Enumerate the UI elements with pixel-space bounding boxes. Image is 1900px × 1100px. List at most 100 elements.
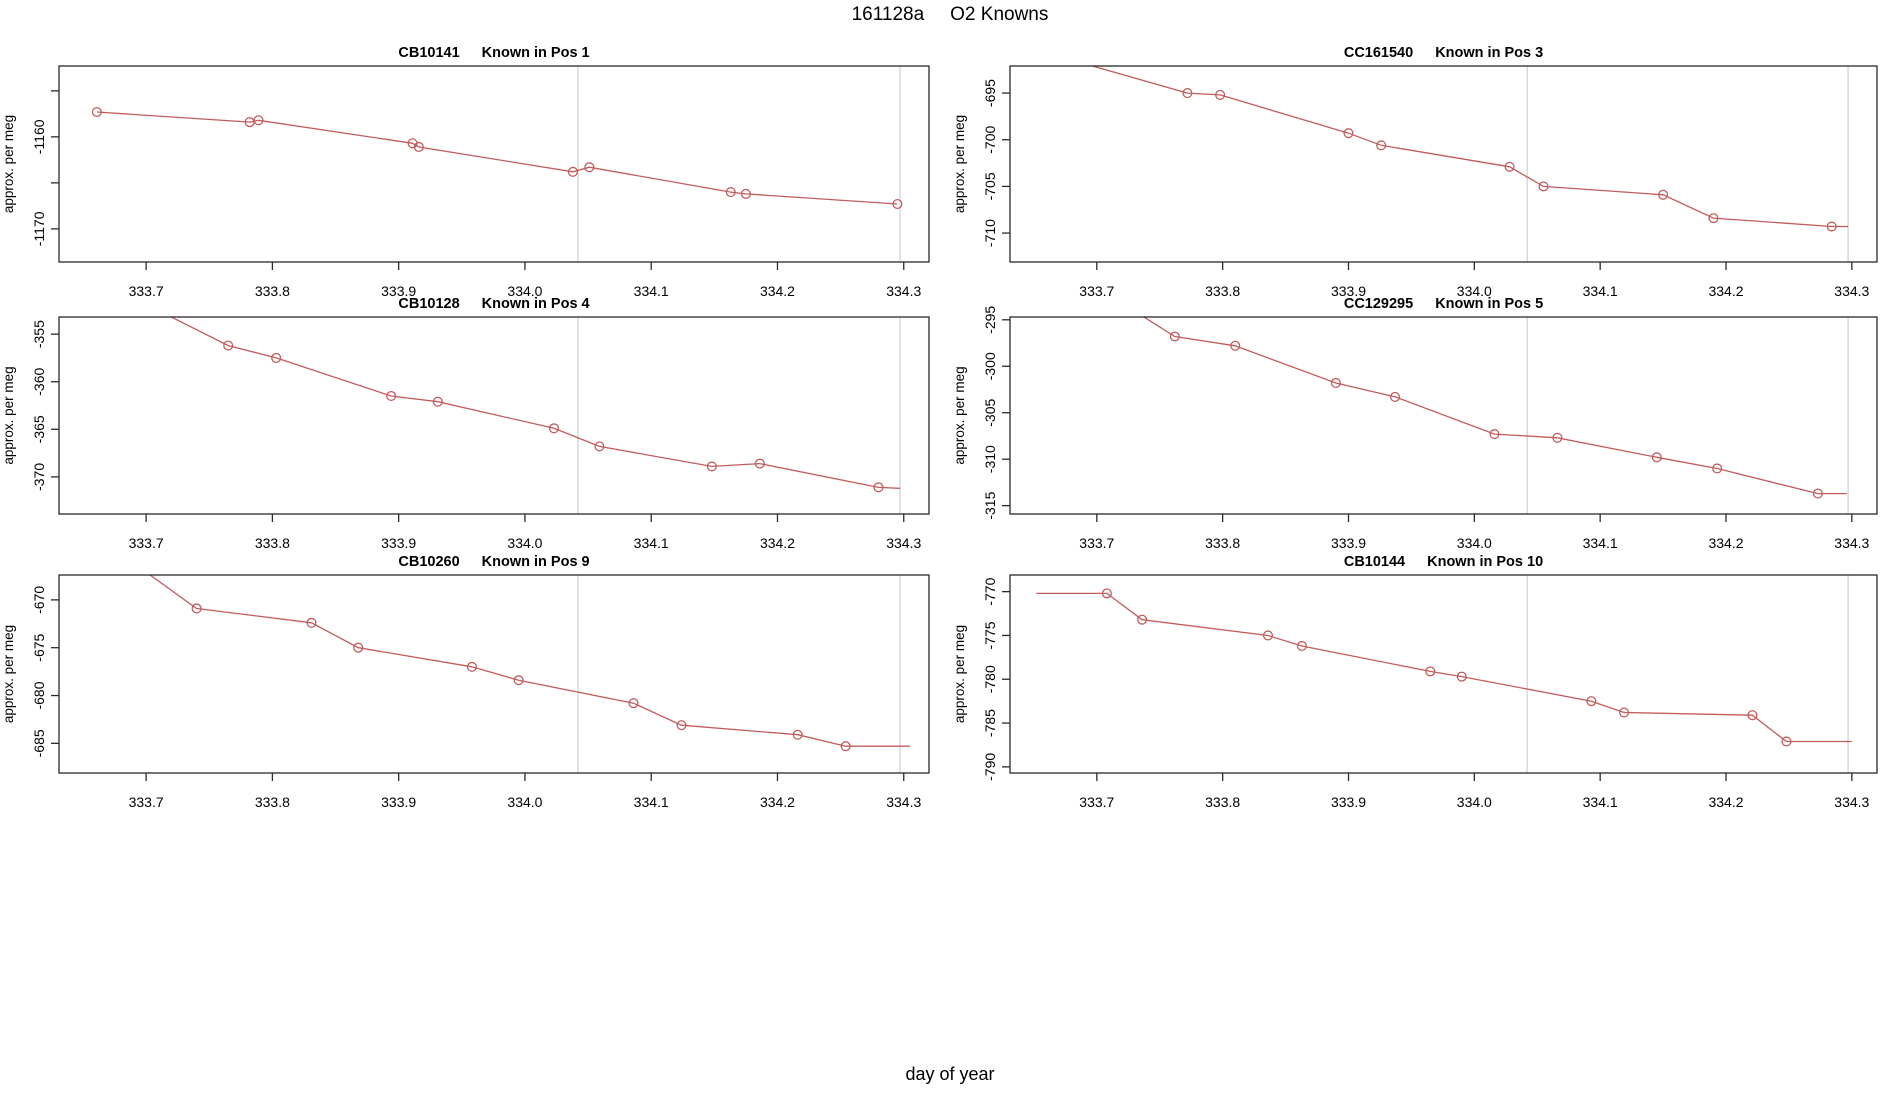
y-tick-label: -295: [982, 306, 998, 334]
series-CC129295: [1142, 317, 1847, 499]
x-tick-label: 333.8: [255, 794, 290, 810]
data-point-marker: [1658, 189, 1669, 200]
x-tick-label: 334.2: [760, 283, 795, 299]
plot-box: [1009, 316, 1878, 515]
data-point-marker: [1504, 161, 1515, 172]
x-tick-label: 333.9: [1331, 535, 1366, 551]
data-point-marker: [253, 115, 264, 126]
y-tick-label: -790: [982, 753, 998, 781]
x-tick-label: 334.1: [634, 794, 669, 810]
data-point-marker: [725, 187, 736, 198]
x-tick-label: 333.9: [381, 283, 416, 299]
x-tick-label: 334.1: [634, 535, 669, 551]
x-tick-label: 334.3: [1834, 283, 1869, 299]
y-tick-label: -315: [982, 491, 998, 519]
panel-sample-id: CB10144: [1344, 554, 1405, 570]
series-line: [1142, 317, 1847, 495]
x-tick-label: 333.8: [1205, 535, 1240, 551]
x-tick-label: 333.9: [1331, 283, 1366, 299]
panel-position-label: Known in Pos 4: [482, 296, 590, 312]
data-point-marker: [191, 603, 202, 614]
data-point-marker: [1215, 89, 1226, 100]
data-point-marker: [873, 482, 884, 493]
data-point-marker: [353, 642, 364, 653]
series-line: [1036, 592, 1852, 743]
y-tick-label: -370: [31, 463, 47, 491]
x-tick-label: 334.0: [1457, 283, 1492, 299]
data-point-marker: [466, 661, 477, 672]
x-tick-label: 334.3: [886, 794, 921, 810]
panel-CC129295: 333.7 333.8 333.9 334.0 334.1 334.2 334.3 -295 -…: [952, 296, 1878, 551]
x-tick-label: 334.3: [1834, 535, 1869, 551]
data-point-marker: [1552, 432, 1563, 443]
x-tick-label: 334.1: [634, 283, 669, 299]
series-CB10128: [169, 317, 901, 493]
data-point-marker: [740, 188, 751, 199]
panel-CB10128: 333.7 333.8 333.9 334.0 334.1 334.2 334.3 -355 -…: [1, 296, 930, 551]
y-axis-title: approx. per meg: [952, 366, 967, 464]
data-point-marker: [1812, 488, 1823, 499]
y-tick-label: -1170: [31, 211, 47, 246]
y-tick-label: -770: [982, 577, 998, 605]
x-tick-label: 333.7: [129, 794, 164, 810]
plot-box: [58, 574, 930, 774]
plot-box: [58, 316, 930, 515]
y-tick-label: -300: [982, 352, 998, 380]
y-tick-label: -1160: [31, 119, 47, 154]
y-tick-label: -670: [31, 586, 47, 614]
panel-title: CC129295 Known in Pos 5: [1344, 296, 1543, 312]
panel-CC161540: 333.7 333.8 333.9 334.0 334.1 334.2 334.3 -695 -…: [952, 45, 1878, 299]
y-tick-label: -785: [982, 709, 998, 737]
series-line: [169, 317, 901, 489]
y-tick-label: -365: [31, 415, 47, 443]
panel-sample-id: CC129295: [1344, 296, 1413, 312]
data-point-marker: [1489, 429, 1500, 440]
panel-position-label: Known in Pos 10: [1427, 554, 1543, 570]
data-point-marker: [513, 675, 524, 686]
data-point-marker: [1262, 630, 1274, 641]
series-line: [96, 111, 898, 205]
x-tick-label: 333.8: [1205, 283, 1240, 299]
data-point-marker: [1708, 213, 1719, 224]
y-tick-label: -775: [982, 621, 998, 649]
x-tick-label: 334.2: [760, 794, 795, 810]
x-tick-label: 334.2: [1708, 283, 1743, 299]
data-point-marker: [1747, 710, 1758, 721]
data-point-marker: [628, 698, 639, 709]
series-CB10141: [91, 106, 903, 210]
x-tick-label: 333.7: [1079, 535, 1114, 551]
x-tick-label: 333.9: [381, 794, 416, 810]
x-tick-label: 334.0: [507, 794, 542, 810]
panel-sample-id: CB10128: [398, 296, 459, 312]
x-tick-label: 333.7: [1079, 794, 1114, 810]
x-tick-label: 334.0: [507, 535, 542, 551]
x-tick-label: 333.9: [1331, 794, 1366, 810]
y-tick-label: -310: [982, 445, 998, 473]
data-point-marker: [584, 162, 595, 173]
y-tick-label: -780: [982, 665, 998, 693]
panel-CB10144: 333.7 333.8 333.9 334.0 334.1 334.2 334.3 -770 -…: [952, 554, 1878, 810]
panel-title: CB10128 Known in Pos 4: [398, 296, 589, 312]
data-point-marker: [676, 720, 687, 731]
data-point-marker: [91, 106, 102, 118]
x-tick-label: 334.2: [1708, 794, 1743, 810]
data-point-marker: [1456, 671, 1467, 682]
data-point-marker: [1230, 340, 1241, 351]
figure-title-run-id: 161128a: [851, 4, 925, 25]
panel-title: CB10260 Known in Pos 9: [398, 554, 589, 570]
data-point-marker: [432, 396, 443, 407]
panel-CB10260: 333.7 333.8 333.9 334.0 334.1 334.2 334.3 -670 -…: [1, 554, 930, 810]
x-axis-title: day of year: [905, 1064, 995, 1084]
y-axis-title: approx. per meg: [1, 625, 16, 723]
panel-sample-id: CC161540: [1344, 45, 1413, 61]
y-tick-label: -695: [982, 79, 998, 107]
x-tick-label: 333.7: [129, 283, 164, 299]
y-tick-label: -680: [31, 681, 47, 709]
data-point-marker: [223, 340, 234, 351]
series-line: [148, 575, 911, 747]
x-tick-label: 333.7: [1079, 283, 1114, 299]
y-tick-label: -710: [982, 219, 998, 247]
x-tick-label: 334.0: [1457, 535, 1492, 551]
panel-position-label: Known in Pos 9: [482, 554, 590, 570]
